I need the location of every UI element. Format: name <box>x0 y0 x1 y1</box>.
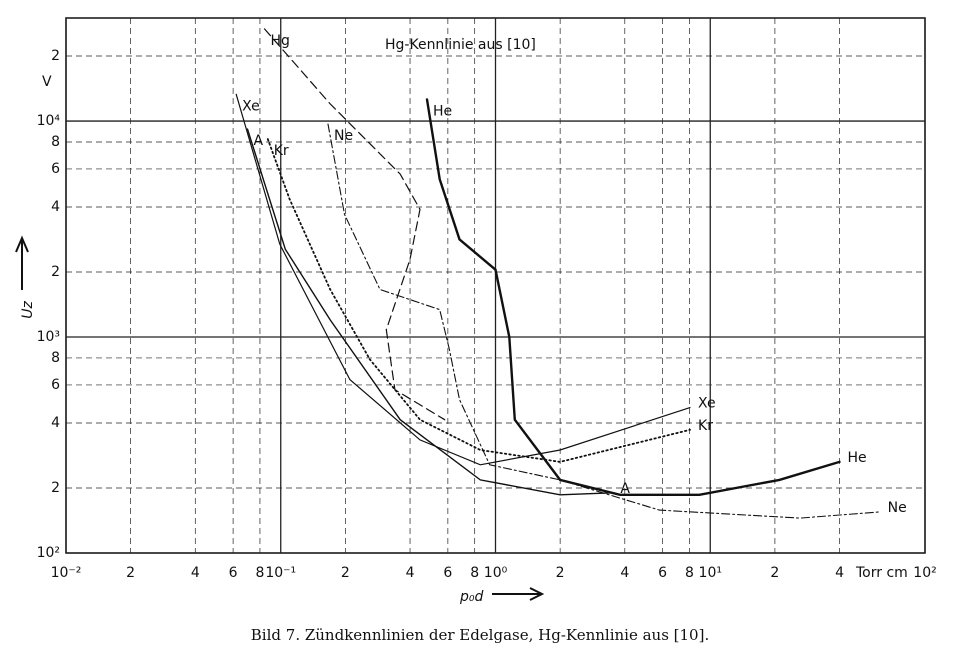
series-label: Xe <box>242 98 260 114</box>
x-tick-label: 10⁻¹ <box>265 565 296 581</box>
y-tick-label: 10² <box>37 545 60 561</box>
y-tick-label: 2 <box>51 480 60 496</box>
x-tick-label: 10⁰ <box>484 565 508 581</box>
x-tick-label: 2 <box>770 565 779 581</box>
series-label: Hg <box>270 33 289 49</box>
y-tick-label: 4 <box>51 415 60 431</box>
x-tick-label: 2 <box>556 565 565 581</box>
series-label: Kr <box>274 143 289 159</box>
x-tick-label: 4 <box>406 565 415 581</box>
series-label: Xe <box>698 396 716 412</box>
x-tick-label: 2 <box>126 565 135 581</box>
y-tick-label: 6 <box>51 161 60 177</box>
y-tick-label: 10⁴ <box>37 113 61 129</box>
y-tick-label: 8 <box>51 350 60 366</box>
x-axis-label: p₀d <box>459 589 483 605</box>
x-tick-label: 2 <box>341 565 350 581</box>
x-tick-label: 10¹ <box>699 565 722 581</box>
x-tick-label: 8 <box>685 565 694 581</box>
x-tick-label: 6 <box>443 565 452 581</box>
series-label: Kr <box>698 418 713 434</box>
series-label: Ne <box>334 128 353 144</box>
x-tick-label: 6 <box>658 565 667 581</box>
y-tick-label: 6 <box>51 377 60 393</box>
series-line <box>263 28 446 421</box>
series-line <box>246 128 613 496</box>
annotation: Hg-Kennlinie aus [10] <box>385 37 536 53</box>
x-tick-label: 8 <box>255 565 264 581</box>
x-tick-label: 4 <box>835 565 844 581</box>
x-tick-label: 4 <box>191 565 200 581</box>
x-tick-label: 4 <box>620 565 629 581</box>
x-tick-label: 6 <box>229 565 238 581</box>
y-tick-label: 2 <box>51 48 60 64</box>
x-axis-arrow <box>492 587 545 601</box>
series-label: A <box>253 133 263 149</box>
x-tick-label: 8 <box>470 565 479 581</box>
series-line <box>327 123 881 519</box>
caption: Bild 7. Zündkennlinien der Edelgase, Hg-… <box>251 626 709 644</box>
series-line <box>266 138 691 463</box>
y-unit: V <box>42 74 52 90</box>
series-line <box>235 93 691 466</box>
y-tick-label: 4 <box>51 199 60 215</box>
y-tick-label: 2 <box>51 264 60 280</box>
x-unit: Torr cm <box>855 565 908 581</box>
y-axis-arrow <box>15 235 29 290</box>
series-label: He <box>433 103 452 119</box>
y-tick-label: 10³ <box>37 329 60 345</box>
x-tick-label: 10² <box>913 565 936 581</box>
y-axis-label: Uz <box>20 301 36 319</box>
series-label: Ne <box>888 500 907 516</box>
series-label: A <box>620 481 630 497</box>
y-tick-label: 8 <box>51 134 60 150</box>
series-label: He <box>848 450 867 466</box>
series-line <box>425 98 841 496</box>
x-tick-label: 10⁻² <box>51 565 82 581</box>
